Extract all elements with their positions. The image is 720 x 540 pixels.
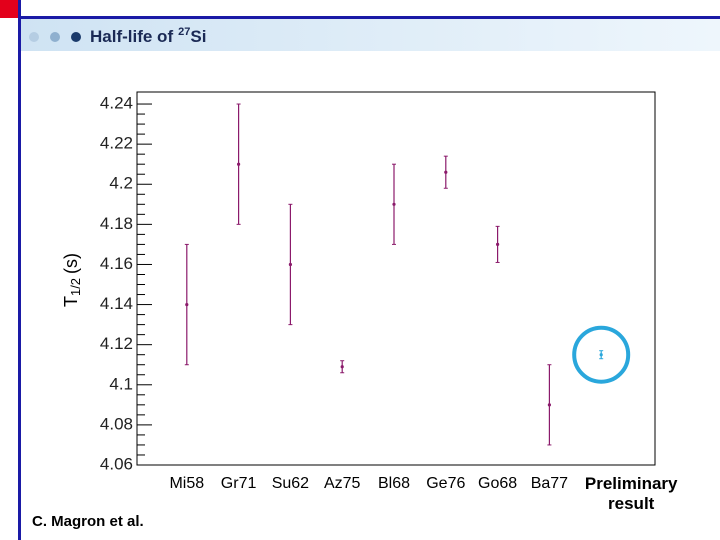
x-tick-label: Bl68: [377, 475, 411, 492]
highlight-ring: [572, 325, 631, 384]
y-tick-label: 4.18: [100, 214, 133, 233]
point: [288, 262, 292, 267]
point: [496, 242, 500, 247]
x-tick-label: Preliminary result: [584, 474, 678, 513]
point: [237, 162, 241, 166]
slide-title: Half-life of 27Si: [90, 26, 206, 47]
y-tick-label: 4.14: [100, 294, 133, 313]
dot: [29, 32, 39, 42]
dot: [71, 32, 81, 42]
title-bar: [21, 19, 720, 51]
x-tick-label: Ba77: [530, 475, 569, 492]
point: [340, 365, 344, 369]
top-rule: [18, 16, 720, 19]
footer: C. Magron et al.: [32, 513, 144, 530]
plot-frame: [136, 91, 656, 466]
x-tick-label: Go68: [478, 475, 518, 492]
point: [444, 170, 448, 174]
x-tick-label: Gr71: [220, 475, 257, 492]
corner-square: [0, 0, 18, 18]
y-tick-label: 4.2: [109, 174, 133, 193]
point: [547, 403, 552, 407]
x-tick-label: Ge76: [426, 475, 466, 492]
point: [392, 202, 396, 206]
y-tick-label: 4.1: [109, 374, 133, 393]
y-tick-label: 4.08: [100, 414, 133, 433]
y-tick-label: 4.06: [100, 454, 133, 473]
y-tick-label: 4.16: [100, 254, 133, 273]
y-axis-title: T1/2(s): [61, 253, 84, 307]
x-tick-label: Su62: [271, 475, 310, 492]
x-tick-label: Mi58: [169, 475, 205, 492]
y-tick-label: 4.24: [100, 94, 133, 113]
point: [599, 353, 603, 357]
point: [185, 302, 189, 307]
y-tick-label: 4.22: [100, 134, 133, 153]
y-tick-label: 4.12: [100, 334, 133, 353]
x-tick-label: Az75: [323, 475, 361, 492]
left-rule: [18, 0, 21, 540]
dot: [50, 32, 60, 42]
